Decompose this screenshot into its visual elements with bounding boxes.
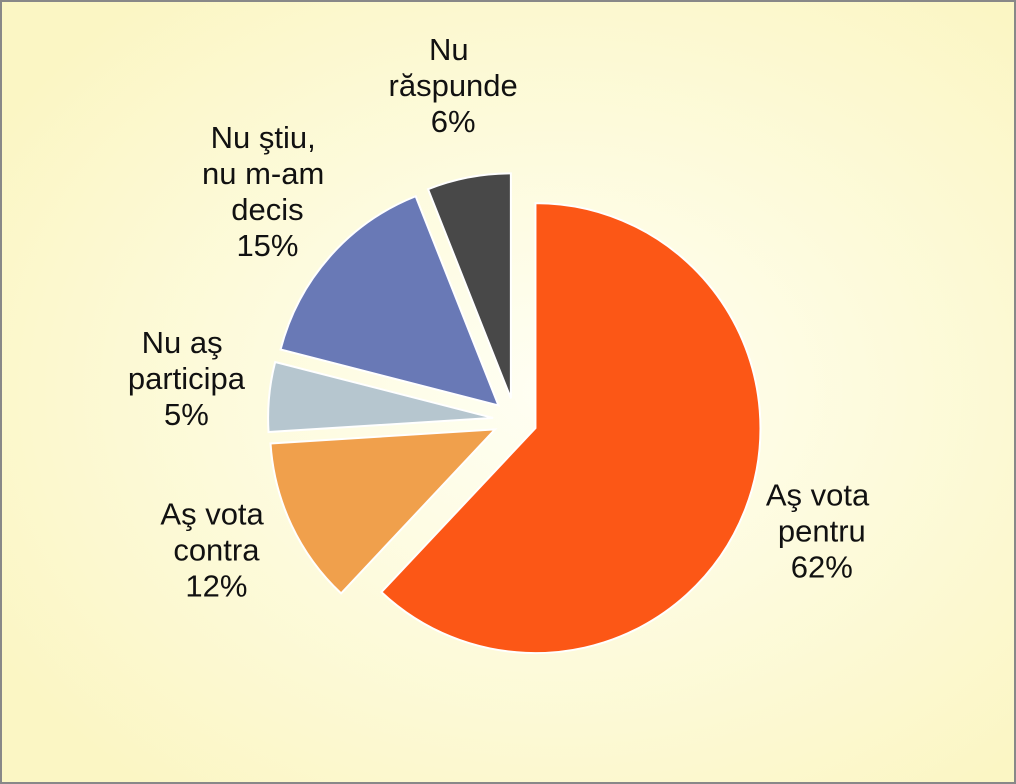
category-label-line: Aş vota	[766, 477, 878, 512]
category-label: Nu ştiu, nu m-am decis	[202, 120, 333, 227]
category-label-line: răspunde	[389, 68, 518, 103]
category-label-line: nu m-am	[202, 156, 333, 191]
category-label-line: Nu aş	[142, 325, 232, 360]
category-label: Nu răspunde	[389, 32, 518, 103]
category-label-line: decis	[231, 192, 303, 227]
pie-slice	[267, 360, 494, 434]
category-label: Aş vota contra	[160, 497, 272, 568]
category-label-line: Nu	[429, 32, 477, 67]
category-label-line: participa	[128, 361, 246, 396]
category-label-line: contra	[173, 533, 260, 568]
value-label: 15%	[236, 228, 298, 263]
category-label-line: Nu ştiu,	[211, 120, 325, 155]
value-label: 5%	[164, 397, 209, 432]
category-label: Nu aş participa	[128, 325, 246, 396]
pie-slice	[279, 194, 501, 407]
value-label: 62%	[791, 549, 853, 584]
pie-slice	[426, 172, 512, 399]
pie-slice	[269, 428, 498, 595]
value-label: 6%	[431, 104, 476, 139]
pie-slice	[380, 202, 762, 655]
category-label-line: pentru	[778, 513, 866, 548]
category-label-line: Aş vota	[160, 497, 272, 532]
value-label: 12%	[185, 569, 247, 604]
category-label: Aş vota pentru	[766, 477, 878, 548]
